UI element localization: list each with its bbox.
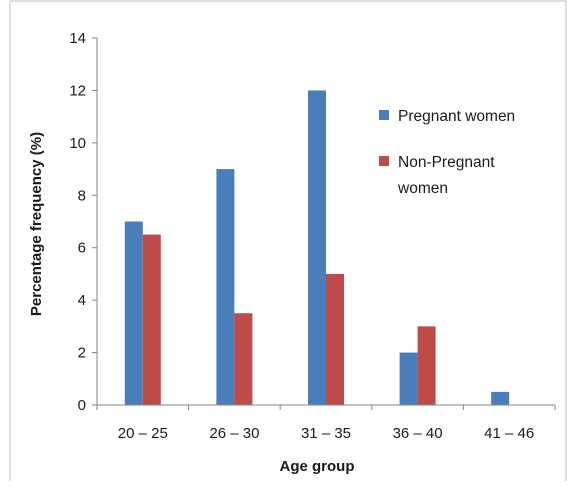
bar-non-pregnant-women bbox=[417, 326, 436, 405]
bar-pregnant-women bbox=[399, 352, 418, 405]
y-tick-label: 8 bbox=[78, 187, 86, 204]
legend-swatch-non-pregnant bbox=[379, 156, 389, 166]
legend-label-pregnant: Pregnant women bbox=[398, 108, 515, 125]
legend: Pregnant women Non-Pregnant women bbox=[379, 108, 515, 197]
bar-pregnant-women bbox=[124, 221, 143, 405]
bar-non-pregnant-women bbox=[234, 313, 253, 405]
y-tick-label: 0 bbox=[78, 397, 86, 414]
bars-group bbox=[124, 90, 510, 405]
y-axis-title: Percentage frequency (%) bbox=[28, 132, 45, 316]
x-tick-label: 31 – 35 bbox=[301, 425, 351, 442]
y-tick-label: 14 bbox=[69, 30, 86, 47]
bar-non-pregnant-women bbox=[326, 273, 344, 405]
y-tick-label: 2 bbox=[78, 345, 86, 362]
bar-pregnant-women bbox=[491, 391, 510, 405]
x-tick-label: 41 – 46 bbox=[484, 425, 534, 442]
bar-pregnant-women bbox=[308, 90, 326, 405]
y-axis-ticks: 0 2 4 6 8 10 12 14 bbox=[69, 30, 97, 414]
bar-pregnant-women bbox=[216, 169, 235, 405]
y-tick-label: 10 bbox=[69, 135, 86, 152]
bar-non-pregnant-women bbox=[142, 234, 161, 405]
legend-label-non-pregnant-line2: women bbox=[397, 180, 448, 197]
y-tick-label: 4 bbox=[78, 292, 86, 309]
x-tick-label: 36 – 40 bbox=[393, 425, 443, 442]
y-tick-label: 6 bbox=[78, 240, 86, 257]
x-axis-title: Age group bbox=[280, 458, 355, 475]
x-tick-label: 26 – 30 bbox=[209, 425, 259, 442]
x-axis-ticks: 20 – 25 26 – 30 31 – 35 36 – 40 41 – 46 bbox=[96, 405, 556, 442]
legend-swatch-pregnant bbox=[379, 110, 389, 120]
legend-label-non-pregnant-line1: Non-Pregnant bbox=[398, 154, 495, 171]
x-tick-label: 20 – 25 bbox=[118, 425, 168, 442]
y-tick-label: 12 bbox=[69, 82, 86, 99]
